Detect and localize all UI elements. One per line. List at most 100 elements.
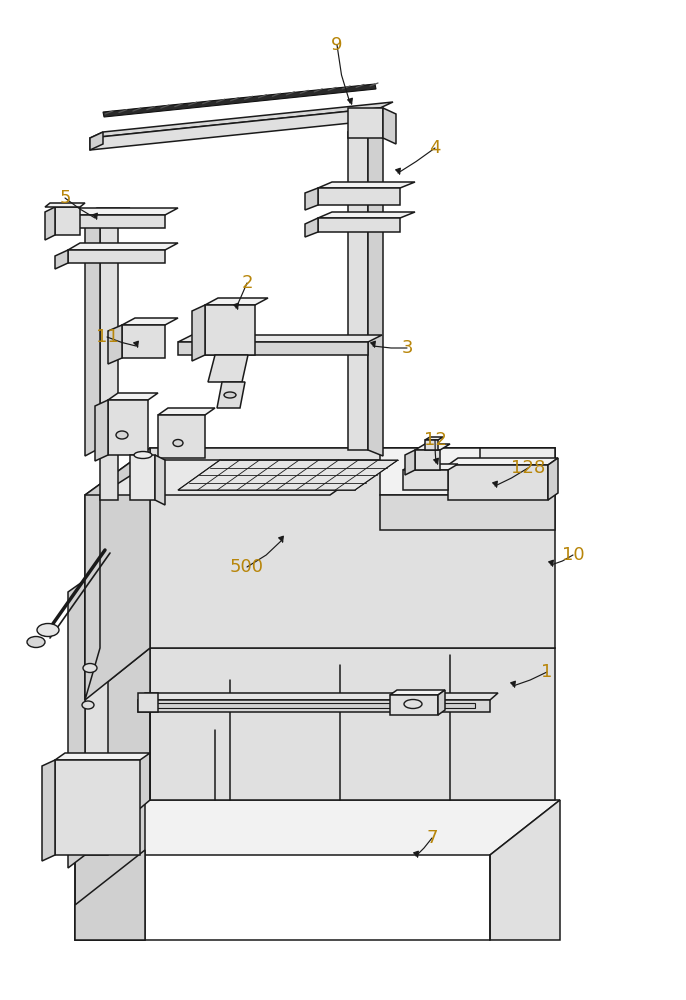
Polygon shape xyxy=(108,325,122,364)
Polygon shape xyxy=(448,458,558,465)
Polygon shape xyxy=(305,188,318,210)
Polygon shape xyxy=(448,465,548,500)
Text: 7: 7 xyxy=(426,829,438,847)
Polygon shape xyxy=(318,218,400,232)
Polygon shape xyxy=(90,102,393,138)
Polygon shape xyxy=(158,415,205,458)
Polygon shape xyxy=(68,250,165,263)
Polygon shape xyxy=(75,850,145,940)
Polygon shape xyxy=(490,800,560,940)
Polygon shape xyxy=(42,760,55,861)
Polygon shape xyxy=(95,400,108,461)
Polygon shape xyxy=(348,132,368,450)
Polygon shape xyxy=(100,460,380,495)
Text: 9: 9 xyxy=(331,36,343,54)
Polygon shape xyxy=(68,580,85,868)
Ellipse shape xyxy=(83,664,97,672)
Text: 500: 500 xyxy=(230,558,264,576)
Polygon shape xyxy=(403,464,458,470)
Polygon shape xyxy=(55,753,150,760)
Polygon shape xyxy=(85,208,130,215)
Polygon shape xyxy=(178,460,398,490)
Polygon shape xyxy=(383,108,396,144)
Polygon shape xyxy=(55,207,80,235)
Polygon shape xyxy=(55,760,140,855)
Polygon shape xyxy=(85,448,150,700)
Text: 10: 10 xyxy=(562,546,584,564)
Polygon shape xyxy=(122,325,165,358)
Polygon shape xyxy=(150,448,555,648)
Polygon shape xyxy=(403,470,448,490)
Polygon shape xyxy=(480,448,555,495)
Polygon shape xyxy=(85,215,100,456)
Polygon shape xyxy=(380,495,555,530)
Polygon shape xyxy=(390,690,445,695)
Text: 3: 3 xyxy=(401,339,413,357)
Ellipse shape xyxy=(27,637,45,648)
Text: 12: 12 xyxy=(423,431,447,449)
Polygon shape xyxy=(155,455,165,505)
Polygon shape xyxy=(103,84,376,117)
Polygon shape xyxy=(68,208,178,215)
Polygon shape xyxy=(75,800,145,940)
Polygon shape xyxy=(208,355,248,382)
Polygon shape xyxy=(45,203,85,207)
Polygon shape xyxy=(425,437,443,440)
Polygon shape xyxy=(138,693,498,700)
Ellipse shape xyxy=(37,624,59,637)
Polygon shape xyxy=(178,342,368,355)
Polygon shape xyxy=(85,495,100,700)
Polygon shape xyxy=(217,382,245,408)
Polygon shape xyxy=(318,212,415,218)
Ellipse shape xyxy=(116,431,128,439)
Text: 11: 11 xyxy=(95,328,119,346)
Polygon shape xyxy=(138,700,490,712)
Text: 5: 5 xyxy=(59,189,71,207)
Text: 1: 1 xyxy=(541,663,553,681)
Polygon shape xyxy=(68,243,178,250)
Ellipse shape xyxy=(82,701,94,709)
Polygon shape xyxy=(55,250,68,269)
Ellipse shape xyxy=(224,392,236,398)
Polygon shape xyxy=(100,448,118,500)
Polygon shape xyxy=(380,448,555,495)
Polygon shape xyxy=(438,690,445,715)
Polygon shape xyxy=(205,298,268,305)
Polygon shape xyxy=(45,207,55,240)
Polygon shape xyxy=(85,448,555,495)
Ellipse shape xyxy=(173,440,183,446)
Text: 4: 4 xyxy=(429,139,440,157)
Polygon shape xyxy=(305,218,318,237)
Polygon shape xyxy=(108,400,148,455)
Polygon shape xyxy=(348,125,383,132)
Ellipse shape xyxy=(404,700,422,708)
Polygon shape xyxy=(108,393,158,400)
Polygon shape xyxy=(55,215,68,234)
Polygon shape xyxy=(85,648,555,700)
Polygon shape xyxy=(75,800,560,855)
Polygon shape xyxy=(90,132,103,150)
Polygon shape xyxy=(90,108,380,150)
Polygon shape xyxy=(85,648,150,855)
Polygon shape xyxy=(150,648,555,800)
Polygon shape xyxy=(348,108,383,138)
Text: 128: 128 xyxy=(511,459,545,477)
Polygon shape xyxy=(318,182,415,188)
Polygon shape xyxy=(205,305,255,355)
Polygon shape xyxy=(122,318,178,325)
Polygon shape xyxy=(155,703,475,708)
Polygon shape xyxy=(548,458,558,500)
Polygon shape xyxy=(178,335,382,342)
Polygon shape xyxy=(85,580,108,855)
Polygon shape xyxy=(368,132,383,456)
Polygon shape xyxy=(138,693,158,712)
Polygon shape xyxy=(130,455,155,500)
Polygon shape xyxy=(415,444,450,450)
Text: 2: 2 xyxy=(241,274,252,292)
Polygon shape xyxy=(318,188,400,205)
Polygon shape xyxy=(405,450,415,475)
Ellipse shape xyxy=(134,452,152,458)
Polygon shape xyxy=(425,440,438,450)
Polygon shape xyxy=(192,305,205,361)
Polygon shape xyxy=(415,450,440,470)
